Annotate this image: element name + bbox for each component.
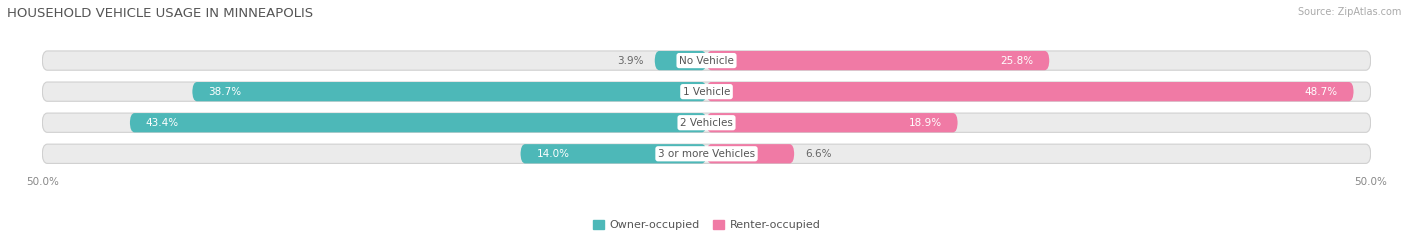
Text: 3.9%: 3.9% [617, 56, 644, 65]
FancyBboxPatch shape [520, 144, 706, 163]
Text: 25.8%: 25.8% [1000, 56, 1033, 65]
FancyBboxPatch shape [42, 113, 1371, 132]
FancyBboxPatch shape [129, 113, 706, 132]
Text: 1 Vehicle: 1 Vehicle [683, 87, 730, 97]
Text: 18.9%: 18.9% [908, 118, 942, 128]
Text: Source: ZipAtlas.com: Source: ZipAtlas.com [1298, 7, 1402, 17]
Text: 48.7%: 48.7% [1305, 87, 1337, 97]
Text: 3 or more Vehicles: 3 or more Vehicles [658, 149, 755, 159]
Text: 6.6%: 6.6% [804, 149, 831, 159]
FancyBboxPatch shape [706, 82, 1354, 101]
Text: 14.0%: 14.0% [537, 149, 569, 159]
Legend: Owner-occupied, Renter-occupied: Owner-occupied, Renter-occupied [588, 216, 825, 233]
Text: 43.4%: 43.4% [146, 118, 179, 128]
FancyBboxPatch shape [42, 82, 1371, 101]
FancyBboxPatch shape [706, 51, 1049, 70]
FancyBboxPatch shape [42, 144, 1371, 163]
Text: No Vehicle: No Vehicle [679, 56, 734, 65]
FancyBboxPatch shape [193, 82, 706, 101]
Text: HOUSEHOLD VEHICLE USAGE IN MINNEAPOLIS: HOUSEHOLD VEHICLE USAGE IN MINNEAPOLIS [7, 7, 314, 20]
FancyBboxPatch shape [655, 51, 706, 70]
Text: 38.7%: 38.7% [208, 87, 242, 97]
FancyBboxPatch shape [706, 113, 957, 132]
FancyBboxPatch shape [706, 144, 794, 163]
Text: 2 Vehicles: 2 Vehicles [681, 118, 733, 128]
FancyBboxPatch shape [42, 51, 1371, 70]
